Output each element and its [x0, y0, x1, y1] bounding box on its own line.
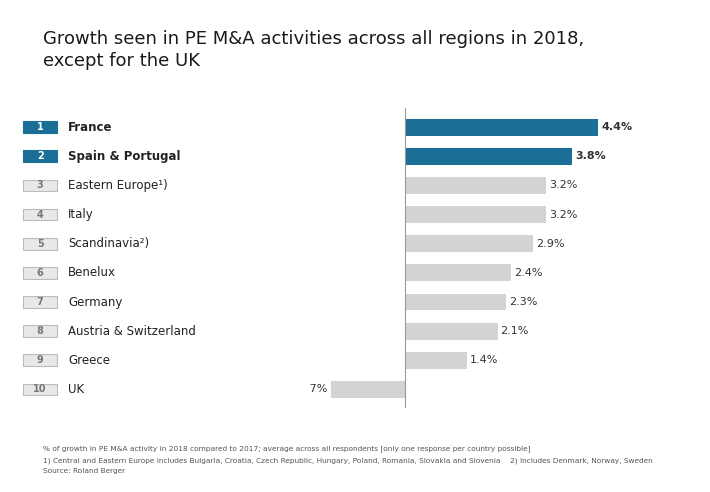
Text: Source: Roland Berger: Source: Roland Berger: [43, 468, 125, 474]
Text: Benelux: Benelux: [68, 266, 116, 279]
Text: Growth seen in PE M&A activities across all regions in 2018,
except for the UK: Growth seen in PE M&A activities across …: [43, 30, 584, 70]
Text: 1.4%: 1.4%: [470, 355, 498, 365]
Text: 6: 6: [37, 268, 43, 278]
FancyBboxPatch shape: [23, 151, 57, 162]
Bar: [405, 235, 532, 252]
Text: % of growth in PE M&A activity in 2018 compared to 2017; average across all resp: % of growth in PE M&A activity in 2018 c…: [43, 445, 530, 452]
Text: 2.3%: 2.3%: [509, 297, 537, 307]
Text: 5: 5: [37, 239, 43, 249]
FancyBboxPatch shape: [23, 325, 57, 337]
Bar: [405, 323, 498, 339]
Text: 7: 7: [37, 297, 43, 307]
Text: 2.1%: 2.1%: [501, 326, 529, 336]
Text: 8: 8: [37, 326, 43, 336]
Text: Scandinavia²): Scandinavia²): [68, 237, 149, 250]
Text: 1) Central and Eastern Europe includes Bulgaria, Croatia, Czech Republic, Hungar: 1) Central and Eastern Europe includes B…: [43, 458, 652, 464]
Text: Germany: Germany: [68, 296, 122, 308]
Text: 2: 2: [37, 152, 43, 161]
FancyBboxPatch shape: [23, 354, 57, 366]
FancyBboxPatch shape: [23, 209, 57, 220]
Text: 3.2%: 3.2%: [549, 210, 577, 219]
FancyBboxPatch shape: [23, 384, 57, 395]
Text: Italy: Italy: [68, 208, 94, 221]
FancyBboxPatch shape: [23, 296, 57, 308]
Text: 10: 10: [33, 384, 47, 395]
Text: Spain & Portugal: Spain & Portugal: [68, 150, 180, 163]
Text: France: France: [68, 121, 112, 134]
Text: 9: 9: [37, 355, 43, 365]
FancyBboxPatch shape: [23, 180, 57, 191]
Bar: [405, 177, 546, 194]
Text: 2.4%: 2.4%: [514, 268, 542, 278]
Text: 2.9%: 2.9%: [536, 239, 564, 249]
FancyBboxPatch shape: [23, 122, 57, 133]
FancyBboxPatch shape: [23, 267, 57, 278]
Text: Eastern Europe¹): Eastern Europe¹): [68, 179, 168, 192]
Bar: [405, 352, 467, 369]
Text: Greece: Greece: [68, 354, 110, 367]
Text: 1: 1: [37, 122, 43, 132]
Text: 4.4%: 4.4%: [601, 122, 633, 132]
Text: -1.7%: -1.7%: [295, 384, 328, 395]
Bar: [405, 119, 599, 136]
Text: Austria & Switzerland: Austria & Switzerland: [68, 325, 196, 338]
Text: 4: 4: [37, 210, 43, 219]
FancyBboxPatch shape: [23, 238, 57, 249]
Bar: [405, 206, 546, 223]
Text: 3.2%: 3.2%: [549, 181, 577, 190]
Text: 3.8%: 3.8%: [575, 152, 606, 161]
Text: 3: 3: [37, 181, 43, 190]
Text: UK: UK: [68, 383, 84, 396]
Bar: [405, 264, 510, 281]
Bar: [405, 294, 506, 310]
Bar: [405, 148, 572, 165]
Bar: [331, 381, 405, 398]
